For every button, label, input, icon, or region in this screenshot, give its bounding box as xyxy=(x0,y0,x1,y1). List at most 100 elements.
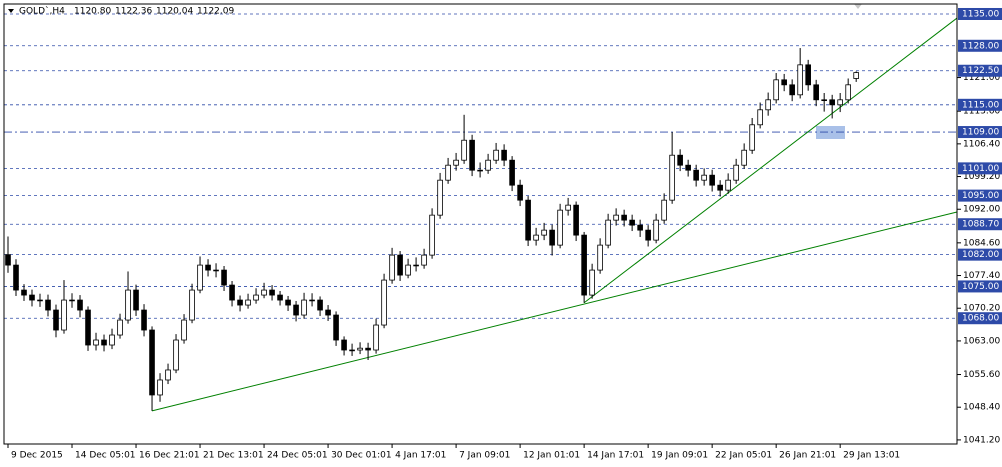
candle-body xyxy=(589,269,595,296)
y-tick-label: 1121.00 xyxy=(963,73,1000,83)
candle-body xyxy=(573,204,579,236)
candle-body xyxy=(29,294,35,301)
candle-body xyxy=(485,159,491,171)
candle-body xyxy=(325,309,331,316)
candle-body xyxy=(565,204,571,211)
candle-body xyxy=(509,159,515,186)
candle-body xyxy=(845,84,851,101)
trend-line xyxy=(583,17,958,304)
candle-body xyxy=(53,309,59,331)
candle-body xyxy=(541,229,547,236)
candle-body xyxy=(285,299,291,306)
candle-body xyxy=(453,159,459,166)
candle-body xyxy=(709,174,715,186)
candle-body xyxy=(685,164,691,171)
candle-body xyxy=(421,254,427,266)
candle-body xyxy=(653,219,659,241)
candle-body xyxy=(141,309,147,331)
candle-body xyxy=(101,339,107,346)
level-label: 1101.00 xyxy=(962,164,999,174)
candle-body xyxy=(221,269,227,286)
candle-body xyxy=(189,289,195,321)
level-label: 1082.00 xyxy=(962,250,999,260)
candle-body xyxy=(853,72,859,79)
level-label: 1115.00 xyxy=(962,100,999,110)
candle-body xyxy=(269,289,275,296)
candle-body xyxy=(773,79,779,101)
candle-body xyxy=(205,264,211,271)
candle-body xyxy=(261,289,267,296)
candle-body xyxy=(533,234,539,241)
level-label: 1075.00 xyxy=(962,282,999,292)
candle-body xyxy=(317,299,323,311)
level-label-box xyxy=(958,126,1002,139)
candle-body xyxy=(133,289,139,311)
level-label: 1128.00 xyxy=(962,41,999,51)
level-label-box xyxy=(958,162,1002,175)
candle-body xyxy=(333,314,339,341)
x-tick-label: 7 Jan 09:01 xyxy=(459,451,510,461)
x-tick-label: 26 Jan 21:01 xyxy=(779,451,836,461)
candle-body xyxy=(341,339,347,351)
candle-body xyxy=(405,264,411,276)
level-label: 1068.00 xyxy=(962,314,999,324)
level-label-box xyxy=(958,39,1002,52)
x-tick-label: 9 Dec 2015 xyxy=(11,451,63,461)
candle-body xyxy=(165,369,171,381)
candle-body xyxy=(117,319,123,336)
candle-body xyxy=(13,264,19,291)
level-label-box xyxy=(958,280,1002,293)
symbol: GOLD`,H4 xyxy=(19,6,65,17)
candle-body xyxy=(661,199,667,221)
candle-body xyxy=(805,64,811,86)
candle-body xyxy=(797,64,803,96)
candle-body xyxy=(813,84,819,101)
candle-body xyxy=(837,99,843,106)
candle-body xyxy=(557,209,563,246)
x-tick-label: 12 Jan 01:01 xyxy=(523,451,580,461)
candle-body xyxy=(173,339,179,371)
candle-body xyxy=(125,289,131,321)
candle-body xyxy=(181,319,187,341)
candle-body xyxy=(277,294,283,301)
open-value: 1120.80 xyxy=(74,7,111,17)
level-label: 1095.00 xyxy=(962,191,999,201)
level-label-box xyxy=(958,98,1002,111)
candle-body xyxy=(621,214,627,221)
candle-body xyxy=(669,154,675,201)
x-tick-label: 22 Jan 05:01 xyxy=(715,451,772,461)
candle-body xyxy=(381,279,387,326)
candle-body xyxy=(253,294,259,301)
level-label: 1135.00 xyxy=(962,9,999,19)
candle-body xyxy=(749,124,755,151)
candle-body xyxy=(197,264,203,291)
candle-body xyxy=(629,219,635,226)
y-tick-label: 1055.60 xyxy=(963,370,1000,380)
candle-body xyxy=(229,284,235,301)
selection-marker xyxy=(816,126,845,139)
candle-body xyxy=(597,244,603,271)
candle-body xyxy=(789,84,795,96)
menu-arrow xyxy=(8,9,14,13)
level-label-box xyxy=(958,189,1002,202)
candle-body xyxy=(525,199,531,241)
trend-line xyxy=(151,211,958,412)
candle-body xyxy=(637,224,643,231)
candle-body xyxy=(677,154,683,166)
candle-body xyxy=(349,349,355,352)
candle-body xyxy=(461,139,467,161)
candle-body xyxy=(645,229,651,241)
x-tick-label: 14 Jan 17:01 xyxy=(587,451,644,461)
candle-body xyxy=(477,169,483,172)
candle-body xyxy=(701,174,707,181)
candle-body xyxy=(389,254,395,281)
candle-body xyxy=(93,339,99,346)
candle-body xyxy=(733,164,739,181)
high-value: 1122.36 xyxy=(115,7,152,17)
candle-body xyxy=(821,99,827,102)
level-label-box xyxy=(958,218,1002,231)
candle-body xyxy=(237,299,243,306)
y-tick-label: 1084.60 xyxy=(963,238,1000,248)
candle-body xyxy=(157,379,163,396)
